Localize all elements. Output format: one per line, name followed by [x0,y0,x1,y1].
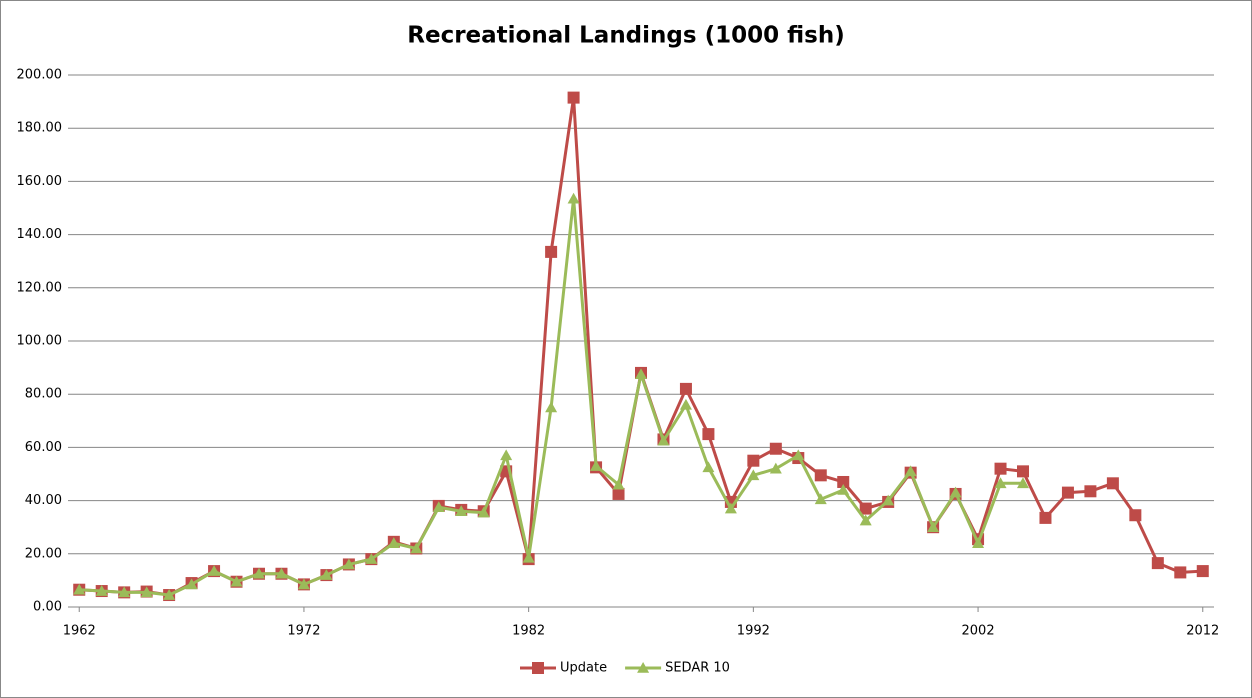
data-point [387,537,400,548]
y-tick-label: 60.00 [25,440,62,455]
data-point [455,505,468,517]
legend-marker [637,662,650,673]
legend-label: SEDAR 10 [665,661,730,676]
data-point [769,442,782,455]
data-point [1129,509,1142,522]
data-point [859,502,872,515]
data-point [814,493,827,505]
data-point [118,586,131,598]
data-point [432,501,445,513]
data-point [73,583,86,595]
y-tick-label: 40.00 [25,493,62,508]
data-point [949,486,962,498]
data-point [927,521,940,532]
data-point [679,382,692,395]
data-point [814,469,827,482]
data-point [612,487,625,500]
data-point [567,91,580,104]
x-tick-label: 2002 [962,624,995,639]
y-tick-label: 180.00 [17,121,63,136]
x-tick-label: 1972 [287,624,320,639]
data-point [769,462,782,474]
data-point [342,558,355,570]
x-tick-label: 2012 [1186,624,1219,639]
data-point [1174,566,1187,579]
data-point [792,449,805,461]
data-point [1039,511,1052,524]
data-point [365,553,378,564]
data-point [994,477,1007,489]
y-tick-label: 80.00 [25,387,62,402]
data-point [679,398,692,410]
data-point [545,245,558,258]
legend-label: Update [560,661,607,676]
data-point [1084,485,1097,498]
data-point [163,589,176,600]
x-tick-label: 1992 [737,624,770,639]
data-point [972,537,985,548]
y-tick-label: 160.00 [17,174,63,189]
data-point [747,469,760,481]
y-tick-label: 120.00 [17,280,63,295]
legend-marker [532,662,544,674]
data-point [635,368,647,380]
data-point [500,449,513,461]
data-point [297,578,310,590]
data-point [185,578,198,590]
data-point [837,483,850,495]
data-point [724,502,737,514]
x-tick-label: 1982 [512,624,545,639]
data-point [1151,557,1164,570]
data-point [545,401,558,413]
data-point [657,434,670,446]
data-point [1061,486,1074,499]
data-point [230,575,243,587]
data-point [837,475,850,488]
data-point [567,192,580,204]
y-tick-label: 0.00 [33,600,62,615]
data-point [702,428,715,441]
x-tick-label: 1962 [63,624,96,639]
y-tick-label: 140.00 [17,227,63,242]
data-point [747,454,760,467]
data-point [275,567,288,579]
data-point [253,567,265,579]
data-point [702,461,715,473]
data-point [140,586,153,598]
data-point [410,542,423,554]
data-point [1106,477,1119,490]
data-point [477,506,490,518]
chart-title: Recreational Landings (1000 fish) [407,23,844,49]
data-point [904,465,917,477]
data-point [1196,565,1209,578]
y-tick-label: 200.00 [17,68,63,83]
y-tick-label: 20.00 [25,546,62,561]
data-point [95,585,108,596]
data-point [612,478,625,490]
data-point [320,569,333,580]
data-point [882,494,895,506]
data-point [208,565,221,576]
data-point [522,551,535,563]
data-point [1017,465,1029,478]
data-point [1017,477,1029,489]
y-tick-label: 100.00 [17,334,63,349]
data-point [994,462,1007,475]
data-point [590,460,603,471]
data-point [859,514,872,526]
